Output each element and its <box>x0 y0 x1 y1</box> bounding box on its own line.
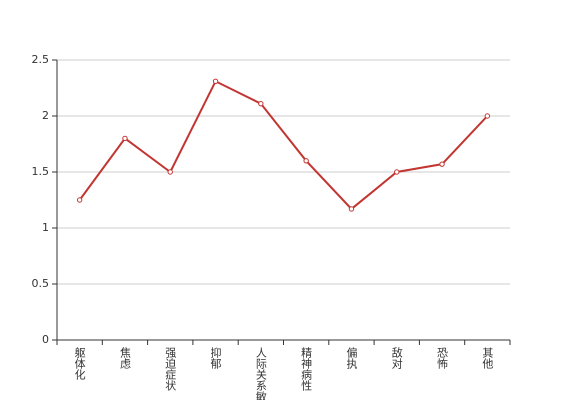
x-tick-label: 恐怖 <box>436 347 449 369</box>
y-tick-label: 1 <box>42 221 49 234</box>
y-tick-label: 0.5 <box>32 277 50 290</box>
point <box>439 161 445 167</box>
y-tick-label: 2 <box>42 109 49 122</box>
point <box>303 158 309 164</box>
x-tick-label: 偏执 <box>345 346 358 370</box>
point <box>76 197 83 203</box>
point <box>484 113 491 119</box>
y-tick-label: 1.5 <box>32 165 50 178</box>
x-tick-label: 焦虑 <box>118 347 131 369</box>
point <box>212 78 219 84</box>
x-tick-label: 其他 <box>481 347 494 369</box>
point <box>258 100 264 107</box>
point <box>167 169 173 175</box>
x-tick-label: 人际关系敏感 <box>254 347 267 400</box>
point <box>394 169 400 175</box>
x-tick-label: 躯体化 <box>73 347 86 381</box>
x-tick-label: 敌对 <box>390 346 403 369</box>
point <box>348 206 355 212</box>
y-tick-label: 0 <box>42 333 49 346</box>
line <box>78 79 489 211</box>
y-tick-label: 2.5 <box>32 53 50 66</box>
x-tick-label: 抑郁 <box>209 346 222 369</box>
x-tick-label: 精神病性 <box>300 347 313 392</box>
x-tick-label: 强迫症状 <box>164 347 177 391</box>
point <box>122 135 128 142</box>
